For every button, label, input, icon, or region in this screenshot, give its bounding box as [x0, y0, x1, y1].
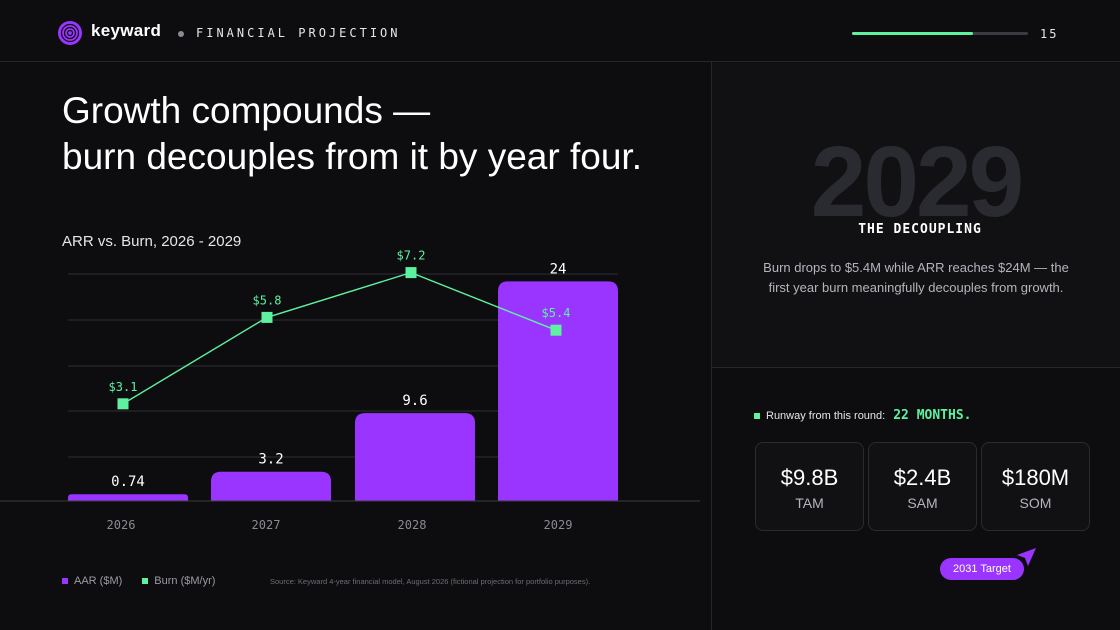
- callout-year: 2029: [810, 126, 1024, 238]
- arr-bar: [211, 471, 331, 501]
- market-value: $180M: [1001, 465, 1070, 490]
- deck-progress-fill: [852, 32, 974, 35]
- burn-point: [550, 324, 562, 336]
- separator-dot: [178, 31, 184, 37]
- chart-title: ARR vs. Burn, 2026 - 2029: [62, 233, 242, 250]
- market-label: SAM: [907, 495, 938, 511]
- burn-point-label: $5.8: [253, 293, 282, 307]
- market-card-sam: $2.4B SAM: [868, 442, 977, 531]
- arr-bar-label: 3.2: [258, 452, 283, 468]
- callout-label: THE DECOUPLING: [858, 222, 982, 237]
- chart-source-note: Source: Keyward 4-year financial model, …: [270, 577, 591, 586]
- arr-bar-label: 24: [550, 261, 567, 277]
- arr-bar: [68, 494, 188, 501]
- burn-point-label: $3.1: [109, 380, 138, 394]
- section-title: FINANCIAL PROJECTION: [196, 26, 401, 40]
- runway-row: Runway from this round: 22 MONTHS.: [754, 408, 972, 423]
- headline: Growth compounds — burn decouples from i…: [62, 88, 642, 180]
- x-tick-label: 2026: [107, 518, 136, 532]
- burn-line: [122, 271, 557, 405]
- burn-point-label: $7.2: [397, 250, 426, 263]
- market-value: $2.4B: [893, 465, 952, 490]
- headline-line-1: Growth compounds —: [62, 90, 431, 131]
- arr-bar-label: 9.6: [402, 393, 427, 409]
- arr-bar-label: 0.74: [111, 474, 145, 490]
- runway-marker: [754, 412, 760, 419]
- x-tick-label: 2028: [398, 518, 427, 532]
- market-card-tam: $9.8B TAM: [755, 442, 864, 531]
- burn-point: [405, 267, 417, 279]
- market-value: $9.8B: [780, 465, 839, 490]
- burn-point: [117, 398, 129, 410]
- legend-swatch-arr: [62, 578, 68, 584]
- runway-value: 22 MONTHS.: [893, 408, 972, 423]
- callout-panel: 2029 THE DECOUPLING Burn drops to $5.4M …: [712, 63, 1120, 368]
- burn-point: [261, 311, 273, 323]
- legend-label-arr: AAR ($M): [74, 575, 123, 587]
- legend-swatch-burn: [142, 578, 149, 584]
- market-label: SOM: [1019, 495, 1052, 511]
- fingerprint-icon: [58, 21, 82, 45]
- legend-item-arr: AAR ($M): [62, 575, 122, 587]
- market-label: TAM: [795, 495, 824, 511]
- legend-item-burn: Burn ($M/yr): [142, 575, 215, 587]
- page-number: 15: [1040, 27, 1059, 41]
- panel-separator: [712, 367, 1120, 368]
- target-pill[interactable]: 2031 Target: [940, 558, 1024, 580]
- panel-divider: [711, 62, 712, 630]
- burn-point-label: $5.4: [542, 306, 571, 320]
- legend-label-burn: Burn ($M/yr): [154, 575, 216, 587]
- x-tick-label: 2029: [544, 518, 573, 532]
- market-card-som: $180M SOM: [981, 442, 1090, 531]
- cursor-arrow-icon: [1017, 548, 1036, 566]
- header: keyward FINANCIAL PROJECTION 15: [0, 0, 1120, 62]
- brand-name: keyward: [91, 21, 162, 40]
- arr-burn-chart: 0.74 3.2 9.6 24 $3.1 $5.8 $7.2 $5.4 2026 2027 2028…: [0, 250, 700, 532]
- market-size-cards: $9.8B TAM $2.4B SAM $180M SOM: [755, 442, 1090, 531]
- deck-progress-bar: [852, 32, 1028, 35]
- callout-body: Burn drops to $5.4M while ARR reaches $2…: [763, 260, 1069, 295]
- arr-bar: [498, 281, 618, 501]
- runway-label: Runway from this round:: [766, 409, 886, 422]
- chart-legend: AAR ($M) Burn ($M/yr): [62, 575, 215, 587]
- arr-bar: [355, 413, 475, 501]
- x-tick-label: 2027: [252, 518, 281, 532]
- headline-line-2: burn decouples from it by year four.: [62, 136, 642, 177]
